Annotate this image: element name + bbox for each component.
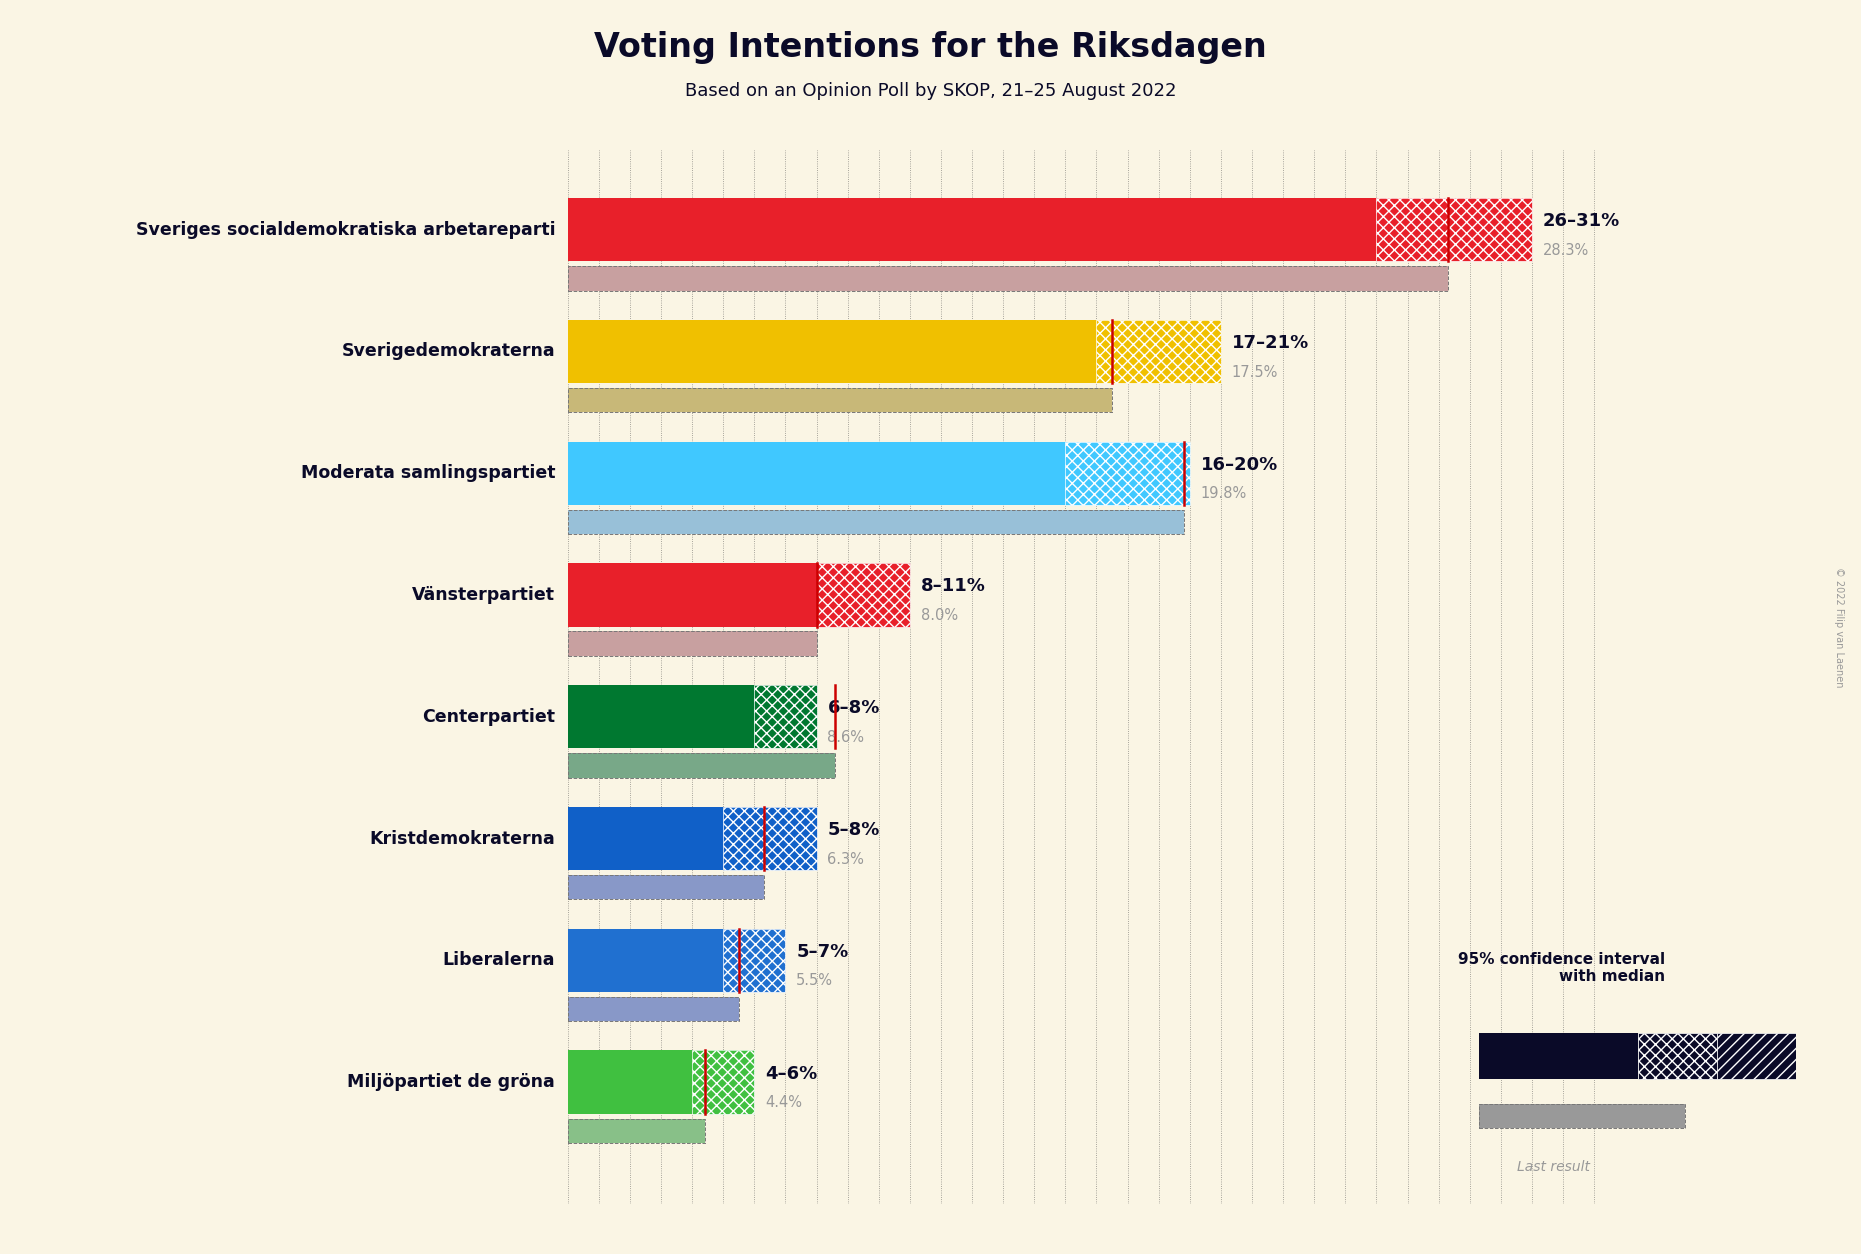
- Text: 8.6%: 8.6%: [828, 730, 864, 745]
- Text: 8–11%: 8–11%: [921, 577, 986, 596]
- Bar: [568, 685, 817, 749]
- Text: Moderata samlingspartiet: Moderata samlingspartiet: [301, 464, 555, 483]
- Text: Based on an Opinion Poll by SKOP, 21–25 August 2022: Based on an Opinion Poll by SKOP, 21–25 …: [685, 82, 1176, 99]
- Bar: [724, 929, 785, 992]
- Bar: [568, 266, 1448, 291]
- Text: 17.5%: 17.5%: [1232, 365, 1279, 380]
- Bar: [568, 320, 1221, 382]
- Bar: [568, 997, 739, 1021]
- Text: Voting Intentions for the Riksdagen: Voting Intentions for the Riksdagen: [594, 31, 1267, 64]
- Text: 5–8%: 5–8%: [828, 821, 880, 839]
- Bar: [568, 387, 1113, 413]
- Text: 6–8%: 6–8%: [828, 700, 880, 717]
- Bar: [568, 929, 785, 992]
- Bar: [568, 754, 836, 777]
- Bar: [817, 563, 910, 627]
- Text: Vänsterpartiet: Vänsterpartiet: [411, 586, 555, 604]
- Bar: [1377, 198, 1532, 261]
- Bar: [692, 1051, 754, 1114]
- Text: 16–20%: 16–20%: [1200, 455, 1279, 474]
- Text: Sveriges socialdemokratiska arbetareparti: Sveriges socialdemokratiska arbetarepart…: [136, 221, 555, 238]
- Bar: [568, 1119, 705, 1142]
- Bar: [568, 632, 817, 656]
- Bar: [568, 266, 1448, 291]
- Text: Miljöpartiet de gröna: Miljöpartiet de gröna: [348, 1073, 555, 1091]
- Text: 6.3%: 6.3%: [828, 851, 864, 867]
- Text: 4–6%: 4–6%: [765, 1065, 817, 1082]
- Text: Centerpartiet: Centerpartiet: [422, 707, 555, 726]
- Text: 26–31%: 26–31%: [1543, 212, 1621, 231]
- Text: Sverigedemokraterna: Sverigedemokraterna: [342, 342, 555, 360]
- Text: Last result: Last result: [1517, 1160, 1591, 1174]
- Bar: [568, 509, 1184, 534]
- Bar: [568, 875, 763, 899]
- Bar: [568, 875, 763, 899]
- Bar: [1064, 441, 1189, 505]
- Text: 17–21%: 17–21%: [1232, 334, 1308, 352]
- Text: 5.5%: 5.5%: [797, 973, 834, 988]
- Bar: [568, 1051, 754, 1114]
- Text: 5–7%: 5–7%: [797, 943, 849, 961]
- Bar: [754, 685, 817, 749]
- Bar: [568, 441, 1189, 505]
- Bar: [1479, 1032, 1638, 1080]
- Bar: [568, 387, 1113, 413]
- Text: 28.3%: 28.3%: [1543, 243, 1589, 258]
- Bar: [568, 632, 817, 656]
- Bar: [1479, 1104, 1686, 1127]
- Bar: [1638, 1032, 1718, 1080]
- Bar: [724, 806, 817, 870]
- Text: Kristdemokraterna: Kristdemokraterna: [370, 829, 555, 848]
- Bar: [568, 509, 1184, 534]
- Bar: [568, 563, 910, 627]
- Text: 4.4%: 4.4%: [765, 1095, 802, 1110]
- Bar: [568, 1119, 705, 1142]
- Text: Liberalerna: Liberalerna: [443, 952, 555, 969]
- Bar: [1718, 1032, 1796, 1080]
- Bar: [1479, 1104, 1686, 1127]
- Text: 19.8%: 19.8%: [1200, 487, 1247, 502]
- Text: © 2022 Filip van Laenen: © 2022 Filip van Laenen: [1833, 567, 1844, 687]
- Bar: [568, 997, 739, 1021]
- Bar: [568, 754, 836, 777]
- Text: 8.0%: 8.0%: [921, 608, 958, 623]
- Bar: [1096, 320, 1221, 382]
- Bar: [568, 198, 1532, 261]
- Text: 95% confidence interval
with median: 95% confidence interval with median: [1459, 952, 1666, 984]
- Bar: [568, 806, 817, 870]
